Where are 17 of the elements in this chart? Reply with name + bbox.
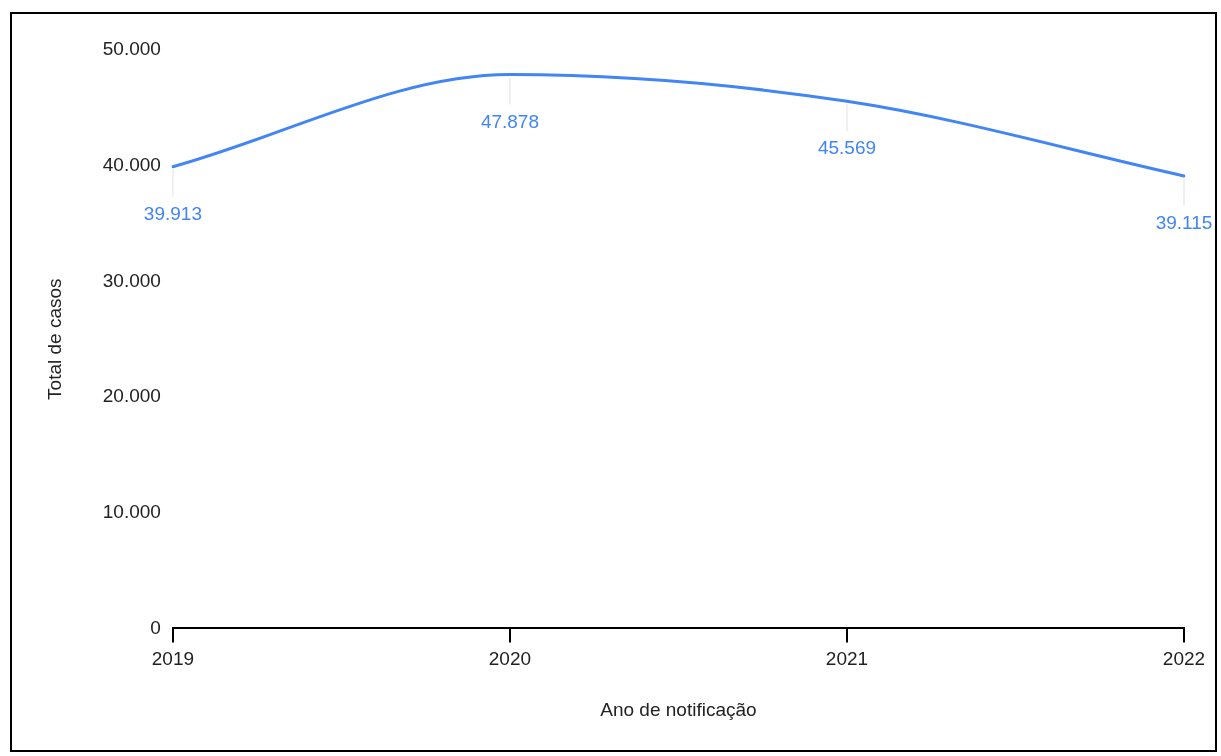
data-label: 39.913 (143, 202, 202, 224)
y-tick-label: 50.000 (102, 38, 161, 60)
data-label: 45.569 (817, 137, 877, 159)
x-tick-label: 2019 (151, 648, 195, 670)
y-tick-label: 30.000 (102, 269, 161, 291)
y-tick-label: 0 (150, 616, 161, 638)
data-label: 47.878 (480, 110, 539, 132)
x-axis-title: Ano de notificação (600, 698, 757, 720)
y-tick-label: 10.000 (102, 500, 161, 522)
y-tick-label: 40.000 (102, 153, 161, 175)
x-tick-label: 2022 (1162, 648, 1206, 670)
y-axis-title: Total de casos (43, 278, 65, 400)
y-tick-label: 20.000 (102, 385, 161, 407)
x-tick-label: 2020 (488, 648, 532, 670)
data-label: 39.115 (1155, 212, 1213, 234)
x-tick-label: 2021 (825, 648, 869, 670)
line-series (171, 73, 1186, 178)
